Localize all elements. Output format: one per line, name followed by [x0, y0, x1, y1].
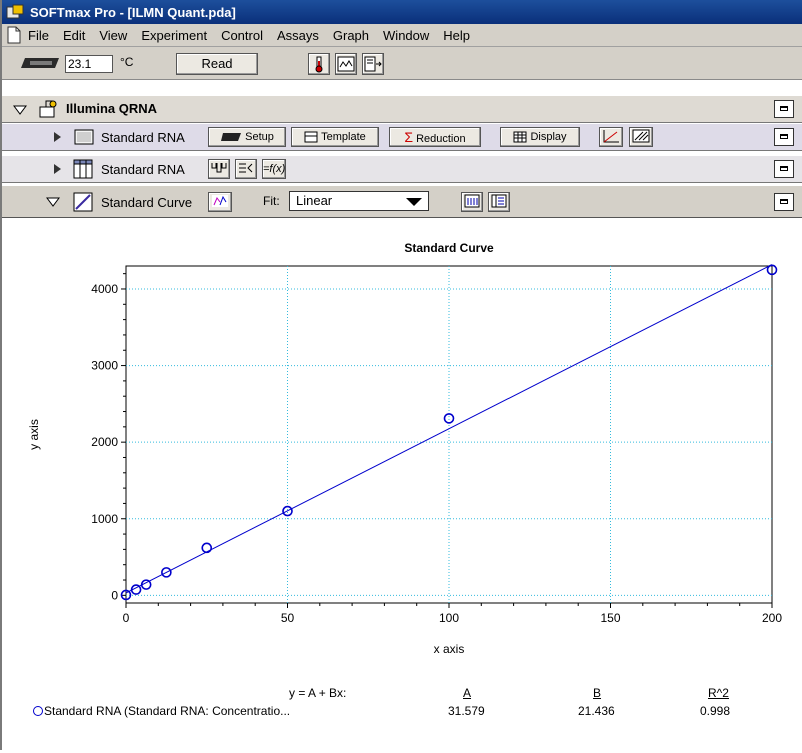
fit-line	[125, 264, 773, 594]
data-point	[282, 505, 293, 517]
x-tick-label: 50	[281, 611, 295, 625]
reader-small-icon	[221, 133, 242, 142]
menu-graph[interactable]: Graph	[332, 27, 370, 43]
grid-icon	[513, 131, 527, 143]
sigma-icon: Σ	[404, 129, 414, 145]
graph-section-icon	[73, 192, 93, 212]
x-tick-label: 200	[762, 611, 782, 625]
menu-assays[interactable]: Assays	[276, 27, 319, 43]
x-tick-label: 0	[123, 611, 130, 625]
window-title: SOFTmax Pro - [ILMN Quant.pda]	[30, 4, 236, 20]
legend-marker-icon	[33, 706, 43, 716]
temperature-unit: °C	[120, 55, 134, 69]
group-section-label: Standard RNA	[101, 162, 185, 177]
read-button[interactable]: Read	[176, 53, 258, 75]
data-point	[201, 542, 213, 554]
template-icon	[304, 131, 318, 143]
shake-icon[interactable]	[362, 53, 384, 75]
graph-area: Standard Curve 0 50 100 150 200 0 1000 2000 3000 4…	[2, 218, 802, 750]
x-tick-label: 150	[600, 611, 620, 625]
data-point	[443, 413, 455, 424]
y-tick-label: 0	[111, 588, 118, 602]
reader-icon[interactable]	[19, 54, 63, 72]
menu-file[interactable]: File	[28, 27, 49, 43]
app-icon	[6, 4, 24, 20]
data-point	[766, 264, 778, 276]
y-tick-label: 3000	[91, 359, 118, 373]
experiment-icon	[38, 100, 58, 118]
y-tick-label: 4000	[91, 282, 118, 296]
fit-value-r2: 0.998	[700, 704, 731, 718]
graph-minimize-button[interactable]	[774, 193, 794, 211]
group-table-icon	[73, 159, 93, 179]
plate-section-row: Standard RNA Setup Template Σ Reduction …	[2, 124, 802, 151]
kinetic-icon[interactable]	[335, 53, 357, 75]
column-icon[interactable]	[208, 159, 230, 179]
experiment-row: Illumina QRNA	[2, 96, 802, 123]
collapse-experiment-icon[interactable]	[13, 105, 27, 115]
display-button[interactable]: Display	[500, 127, 580, 147]
fit-value-b: 21.436	[578, 704, 615, 718]
toolbar: 23.1 °C Read	[2, 47, 802, 80]
menu-window[interactable]: Window	[383, 27, 430, 43]
menu-control[interactable]: Control	[221, 27, 263, 43]
experiment-minimize-button[interactable]	[774, 100, 794, 118]
data-point	[120, 589, 132, 601]
x-axis-label: x axis	[434, 642, 465, 656]
y-tick-label: 2000	[91, 435, 118, 449]
menu-edit[interactable]: Edit	[62, 27, 86, 43]
fit-value-a: 31.579	[448, 704, 485, 718]
temperature-field[interactable]: 23.1	[65, 55, 113, 73]
experiment-name: Illumina QRNA	[66, 101, 158, 116]
group-section-row: Standard RNA =f(x)	[2, 156, 802, 183]
plate-minimize-button[interactable]	[774, 128, 794, 146]
plot-settings-icon[interactable]	[461, 192, 483, 212]
menu-view[interactable]: View	[99, 27, 128, 43]
document-icon[interactable]	[6, 26, 22, 44]
graph-settings-icon[interactable]	[208, 192, 232, 212]
thermometer-icon[interactable]	[308, 53, 330, 75]
x-tick-label: 100	[439, 611, 459, 625]
legend-series-name: Standard RNA (Standard RNA: Concentratio…	[44, 704, 291, 718]
fit-header-a: A	[463, 686, 472, 700]
fit-dropdown[interactable]: Linear	[289, 191, 429, 211]
chart-title: Standard Curve	[404, 241, 494, 255]
menu-help[interactable]: Help	[443, 27, 471, 43]
graph-section-row: Standard Curve Fit: Linear	[2, 186, 802, 218]
graph-icon[interactable]	[599, 127, 623, 147]
table-settings-icon[interactable]	[488, 192, 510, 212]
plate-section-label: Standard RNA	[101, 130, 185, 145]
data-point	[140, 579, 152, 590]
collapse-graph-icon[interactable]	[46, 196, 60, 207]
fit-header-b: B	[593, 686, 602, 700]
menu-bar: File Edit View Experiment Control Assays…	[2, 24, 802, 47]
menu-experiment[interactable]: Experiment	[141, 27, 208, 43]
mask-icon[interactable]	[629, 127, 653, 147]
chevron-down-icon	[406, 198, 422, 206]
expand-group-icon[interactable]	[54, 164, 61, 174]
y-tick-label: 1000	[91, 512, 118, 526]
formula-icon[interactable]: =f(x)	[262, 159, 286, 179]
y-axis-label: y axis	[27, 419, 41, 450]
group-minimize-button[interactable]	[774, 160, 794, 178]
plate-icon	[74, 129, 94, 145]
template-button[interactable]: Template	[291, 127, 379, 147]
sort-icon[interactable]	[235, 159, 257, 179]
data-point	[161, 567, 172, 578]
fit-header-r2: R^2	[708, 686, 729, 700]
expand-plate-icon[interactable]	[54, 132, 61, 142]
data-point	[130, 584, 142, 595]
setup-button[interactable]: Setup	[208, 127, 286, 147]
graph-section-label: Standard Curve	[101, 195, 193, 210]
fit-equation: y = A + Bx:	[289, 686, 347, 700]
reduction-button[interactable]: Σ Reduction	[389, 127, 481, 147]
fit-label: Fit:	[263, 194, 280, 208]
title-bar: SOFTmax Pro - [ILMN Quant.pda]	[2, 0, 802, 24]
